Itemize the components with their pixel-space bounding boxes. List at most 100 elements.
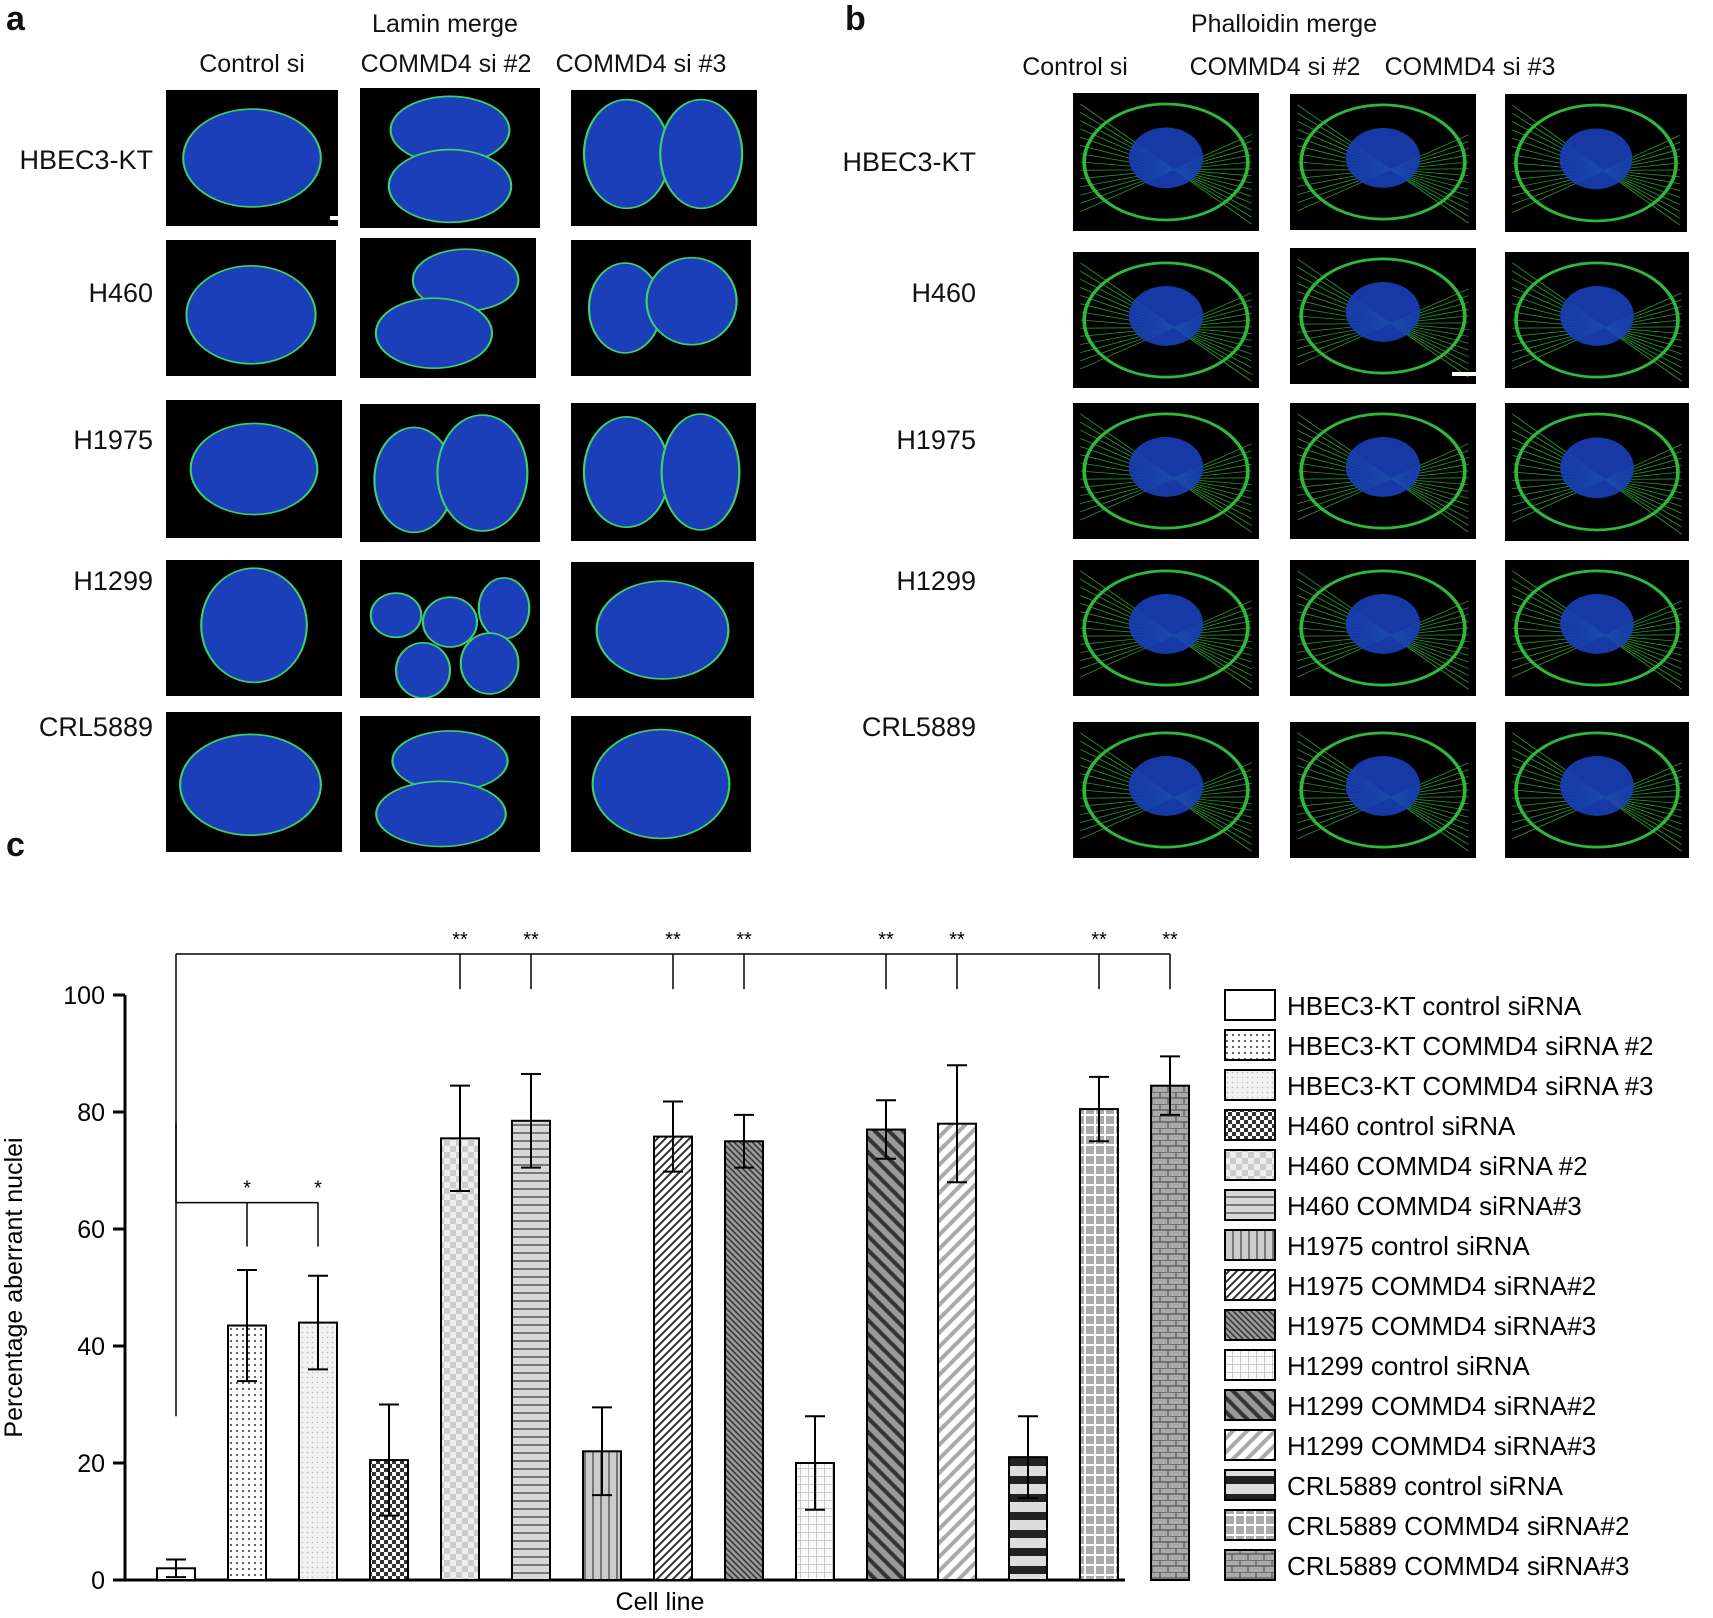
panel-b-col-1: Control si <box>1022 53 1128 81</box>
legend-swatch <box>1224 1229 1276 1261</box>
bar <box>937 1122 977 1581</box>
phalloidin-image-r4-c1 <box>1073 560 1259 696</box>
legend-label: H460 control siRNA <box>1287 1111 1516 1141</box>
legend-label: H1975 COMMD4 siRNA#2 <box>1287 1271 1596 1301</box>
significance-star: ** <box>665 929 681 951</box>
lamin-image-r3-c1 <box>166 400 342 538</box>
lamin-image-r4-c1 <box>166 560 342 696</box>
legend-swatch <box>1224 1549 1276 1581</box>
row-label-b-4: H1299 <box>896 566 976 596</box>
lamin-image-r2-c1 <box>166 240 336 376</box>
legend-label: HBEC3-KT control siRNA <box>1287 991 1582 1021</box>
lamin-image-r2-c2 <box>360 238 536 378</box>
phalloidin-image-r4-c3 <box>1505 560 1689 696</box>
legend-label: H460 COMMD4 siRNA#3 <box>1287 1191 1582 1221</box>
lamin-image-r5-c2 <box>360 716 540 852</box>
phalloidin-image-r1-c1 <box>1073 93 1259 231</box>
significance-star: * <box>243 1178 251 1200</box>
legend-swatch <box>1224 1149 1276 1181</box>
panel-b-col-3: COMMD4 si #3 <box>1384 53 1556 81</box>
legend-swatch <box>1224 1429 1276 1461</box>
lamin-image-r1-c1 <box>166 90 338 226</box>
row-label-b-1: HBEC3-KT <box>842 147 976 177</box>
lamin-image-r5-c3 <box>571 716 751 852</box>
significance-star: ** <box>523 929 539 951</box>
legend-label: H1299 COMMD4 siRNA#3 <box>1287 1431 1596 1461</box>
legend-label: CRL5889 COMMD4 siRNA#2 <box>1287 1511 1629 1541</box>
lamin-image-r4-c2 <box>360 560 540 698</box>
lamin-image-r2-c3 <box>571 240 751 376</box>
lamin-image-r1-c2 <box>360 88 540 228</box>
panel-a-title: Lamin merge <box>372 10 518 38</box>
y-axis-label: Percentage aberrant nuclei <box>0 1137 28 1437</box>
legend-swatch <box>1224 1469 1276 1501</box>
lamin-image-r5-c1 <box>166 712 342 852</box>
lamin-image-r4-c3 <box>571 562 754 698</box>
legend-label: HBEC3-KT COMMD4 siRNA #3 <box>1287 1071 1654 1101</box>
y-tick-label: 100 <box>63 982 105 1010</box>
row-label-a-3: H1975 <box>73 425 153 455</box>
scale-bar <box>1452 372 1482 376</box>
legend-swatch <box>1224 1509 1276 1541</box>
legend-swatch <box>1224 1189 1276 1221</box>
y-tick-label: 20 <box>77 1450 105 1478</box>
y-tick-label: 40 <box>77 1333 105 1361</box>
phalloidin-image-r3-c3 <box>1505 403 1689 541</box>
bar <box>1150 1084 1190 1582</box>
significance-star: ** <box>949 929 965 951</box>
legend-swatch <box>1224 989 1276 1021</box>
bar-chart: 0 20 40 60 80 100 Percentage aberrant nuclei Ce… <box>0 929 1654 1616</box>
lamin-image-r3-c3 <box>571 403 756 541</box>
legend-swatch <box>1224 1349 1276 1381</box>
bar <box>724 1140 764 1581</box>
legend-swatch <box>1224 1069 1276 1101</box>
scale-bar <box>330 216 360 220</box>
phalloidin-image-r5-c3 <box>1505 722 1689 858</box>
row-label-b-3: H1975 <box>896 425 976 455</box>
row-label-b-5: CRL5889 <box>861 712 976 742</box>
panel-a-col-2: COMMD4 si #2 <box>360 50 532 78</box>
row-label-a-2: H460 <box>88 278 153 308</box>
y-tick-label: 0 <box>91 1567 105 1595</box>
panel-a-col-1: Control si <box>199 50 305 78</box>
phalloidin-image-r4-c2 <box>1290 560 1476 696</box>
phalloidin-image-r2-c1 <box>1073 252 1259 388</box>
legend-swatch <box>1224 1389 1276 1421</box>
bar <box>440 1137 480 1581</box>
legend-label: H1975 COMMD4 siRNA#3 <box>1287 1311 1596 1341</box>
row-label-a-5: CRL5889 <box>38 712 153 742</box>
row-label-a-1: HBEC3-KT <box>19 145 153 175</box>
legend-swatch <box>1224 1109 1276 1141</box>
significance-star: ** <box>736 929 752 951</box>
bar <box>866 1128 906 1582</box>
panel-letter-a: a <box>6 0 25 38</box>
significance-star: ** <box>1162 929 1178 951</box>
phalloidin-image-r5-c1 <box>1073 722 1259 858</box>
legend-label: HBEC3-KT COMMD4 siRNA #2 <box>1287 1031 1654 1061</box>
phalloidin-image-r3-c1 <box>1073 403 1259 539</box>
panel-b-col-2: COMMD4 si #2 <box>1189 53 1361 81</box>
panel-letter-b: b <box>845 0 866 38</box>
panel-a-col-3: COMMD4 si #3 <box>555 50 727 78</box>
panel-letter-c: c <box>6 826 25 864</box>
bar <box>582 1450 622 1581</box>
significance-star: * <box>314 1178 322 1200</box>
row-label-a-4: H1299 <box>73 566 153 596</box>
phalloidin-image-r5-c2 <box>1290 722 1476 858</box>
bar <box>511 1119 551 1581</box>
legend-swatch <box>1224 1269 1276 1301</box>
significance-star: ** <box>878 929 894 951</box>
significance-star: ** <box>452 929 468 951</box>
legend-label: CRL5889 COMMD4 siRNA#3 <box>1287 1551 1629 1581</box>
legend-label: H1299 control siRNA <box>1287 1351 1530 1381</box>
x-axis-label: Cell line <box>616 1588 705 1616</box>
significance-star: ** <box>1091 929 1107 951</box>
phalloidin-image-r2-c2 <box>1290 248 1476 384</box>
row-label-b-2: H460 <box>911 278 976 308</box>
phalloidin-image-r1-c3 <box>1505 94 1687 232</box>
lamin-image-r1-c3 <box>571 90 757 226</box>
bar <box>653 1135 693 1581</box>
panel-b-title: Phalloidin merge <box>1190 10 1378 38</box>
lamin-image-r3-c2 <box>360 404 540 542</box>
legend-label: H1975 control siRNA <box>1287 1231 1530 1261</box>
